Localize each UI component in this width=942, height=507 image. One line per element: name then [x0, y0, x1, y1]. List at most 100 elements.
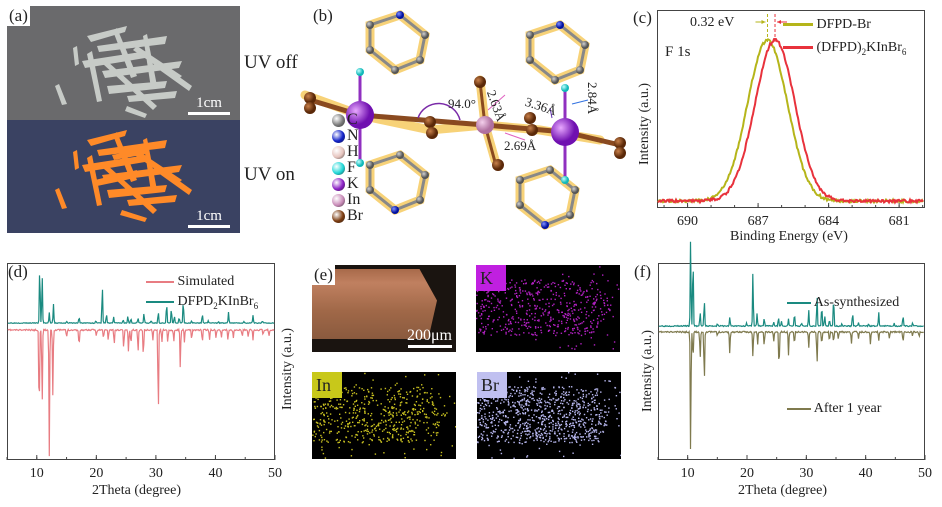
panel-label-c: (c) — [633, 8, 652, 27]
x-tick-label: 50 — [268, 466, 282, 481]
legend-line-simulated — [146, 280, 174, 283]
legend-label-dfpd: DFPD2KInBr6 — [177, 294, 259, 311]
atom-sphere-icon — [332, 193, 345, 207]
panel-label-b: (b) — [313, 6, 333, 25]
plot-frame — [658, 263, 925, 460]
legend-f-1: As-synthesized — [787, 295, 899, 311]
xps-chart: 690 687 684 681 — [657, 10, 925, 229]
series-dfpd-br — [657, 38, 924, 205]
distance-label-4: 2.84Å — [585, 82, 600, 115]
ylabel-d: Intensity (a.u.) — [280, 327, 295, 410]
scalebar-line-bottom — [188, 225, 230, 228]
x-tick-label: 20 — [740, 466, 754, 481]
eds-map-in: In — [312, 372, 456, 459]
scalebar-label-bottom: 1cm — [196, 208, 222, 224]
x-tick-label: 690 — [677, 214, 698, 229]
x-tick-label: 40 — [859, 466, 873, 481]
atom-legend-label: N — [347, 127, 359, 144]
x-tick-label: 30 — [149, 466, 163, 481]
eds-element-tag: In — [312, 372, 342, 398]
panel-label-e: (e) — [312, 265, 335, 285]
scalebar-label-top: 1cm — [196, 95, 222, 111]
legend-line-after — [787, 407, 811, 410]
legend-c-1: DFPD-Br — [783, 17, 871, 33]
series-simulated — [7, 327, 275, 457]
scalebar-label-e: 200μm — [406, 327, 452, 344]
plot-frame — [7, 263, 275, 460]
series-after-1-year — [658, 329, 924, 450]
atom-legend-label: C — [347, 111, 358, 128]
x-tick-label: 10 — [30, 466, 44, 481]
xlabel-f: 2Theta (degree) — [738, 483, 827, 498]
legend-line-as-synth — [787, 301, 811, 304]
xrd-chart-f: 10 20 30 40 50 — [657, 241, 932, 481]
distance-label-2: 2.69Å — [504, 138, 537, 153]
legend-label-simulated: Simulated — [177, 274, 235, 289]
atom-legend-label: In — [347, 191, 361, 208]
atom-legend-item: K — [332, 176, 363, 192]
atom-sphere-icon — [332, 161, 345, 175]
series-as-synthesized — [658, 241, 924, 328]
plot-frame — [657, 10, 925, 208]
xlabel-c: Binding Energy (eV) — [730, 229, 848, 244]
legend-line-dfpd — [146, 300, 174, 303]
shift-label: 0.32 eV — [690, 15, 735, 30]
legend-label-dfpd-br: DFPD-Br — [816, 17, 871, 32]
panel-label-a: (a) — [7, 6, 30, 26]
panel-label-d: (d) — [8, 262, 28, 281]
atom-sphere-icon — [332, 177, 345, 191]
atom-legend-item: Br — [332, 208, 363, 224]
xlabel-d: 2Theta (degree) — [92, 483, 181, 498]
eds-map-k: K — [476, 265, 620, 352]
atom-legend-label: F — [347, 159, 356, 176]
eds-dots — [312, 372, 456, 459]
x-tick-label: 681 — [889, 214, 910, 229]
atom-sphere-icon — [332, 145, 345, 159]
panel-label-f: (f) — [634, 262, 651, 281]
x-tick-label: 40 — [208, 466, 222, 481]
xrd-chart-d: 10 20 30 40 50 — [6, 263, 282, 481]
atom-legend-item: In — [332, 192, 363, 208]
arrowhead-right — [777, 20, 782, 24]
legend-d-2: DFPD2KInBr6 — [146, 294, 258, 311]
scalebar-bottom: 1cm — [188, 208, 230, 228]
eds-map-br: Br — [477, 372, 621, 459]
x-tick-label: 30 — [799, 466, 813, 481]
caption-uv-on: UV on — [244, 164, 295, 185]
legend-c-2: (DFPD)2KInBr6 — [783, 40, 906, 57]
atom-legend-item: N — [332, 128, 363, 144]
crystals-orange — [55, 130, 192, 222]
f1s-label: F 1s — [665, 44, 691, 60]
x-tick-label: 684 — [818, 214, 839, 229]
x-tick-label: 50 — [918, 466, 932, 481]
scalebar-top: 1cm — [188, 95, 230, 115]
eds-element-tag: K — [476, 265, 506, 291]
arrowhead-left — [761, 20, 766, 24]
series-dfpd2-kinbr6 — [657, 37, 924, 205]
ylabel-c: Intensity (a.u.) — [637, 82, 652, 165]
scalebar-line-e — [408, 345, 452, 348]
atom-legend-item: F — [332, 160, 363, 176]
atom-legend-label: H — [347, 143, 359, 160]
atom-legend-item: C — [332, 112, 363, 128]
optical-image: (e) 200μm — [312, 265, 456, 352]
legend-label-as-synth: As-synthesized — [813, 295, 900, 310]
eds-element-tag: Br — [477, 372, 507, 398]
atom-legend-item: H — [332, 144, 363, 160]
legend-label-kinbr: (DFPD)2KInBr6 — [816, 40, 907, 57]
legend-line-dfpd-br — [783, 23, 813, 27]
legend-f-2: After 1 year — [787, 401, 881, 417]
x-tick-label: 20 — [89, 466, 103, 481]
crystal-structure — [300, 9, 626, 231]
caption-uv-off: UV off — [244, 52, 298, 73]
atom-legend-label: K — [347, 175, 359, 192]
photo-uv-on: 1cm — [7, 120, 240, 233]
atom-sphere-icon — [332, 113, 345, 127]
atom-legend-label: Br — [347, 207, 363, 224]
x-tick-label: 10 — [681, 466, 695, 481]
legend-line-kinbr — [783, 46, 813, 50]
x-tick-label: 687 — [748, 214, 769, 229]
scalebar-line-top — [188, 112, 230, 115]
legend-label-after: After 1 year — [813, 401, 882, 416]
eds-dot-group — [312, 372, 456, 459]
